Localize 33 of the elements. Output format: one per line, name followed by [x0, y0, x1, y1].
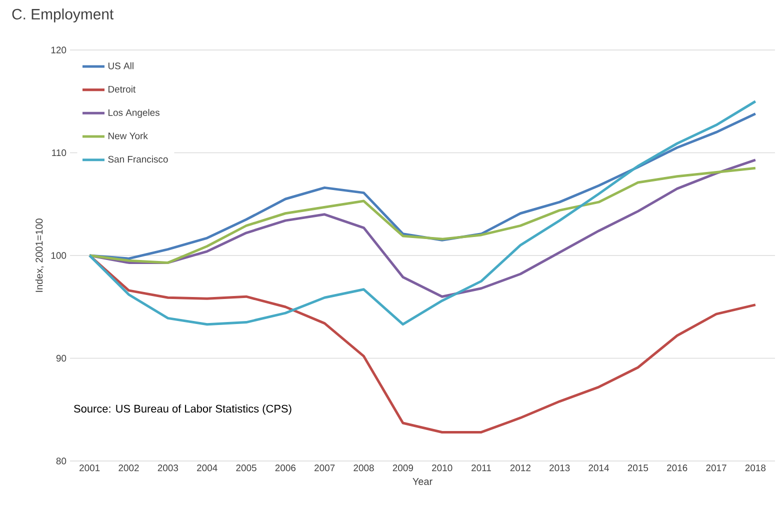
- x-tick-label: 2014: [588, 464, 609, 472]
- x-tick-label: 2008: [354, 464, 374, 472]
- x-axis-title: Year: [412, 478, 432, 486]
- x-tick-label: 2017: [706, 464, 726, 472]
- line-series: [88, 100, 757, 326]
- legend-label: Los Angeles: [108, 108, 160, 118]
- x-tick-label: 2010: [432, 464, 452, 472]
- y-tick-label: 90: [56, 354, 66, 362]
- legend-label: New York: [108, 132, 148, 140]
- x-tick-label: 2011: [472, 464, 491, 472]
- y-tick-label: 100: [51, 252, 66, 259]
- x-tick-label: 2001: [80, 464, 100, 472]
- x-tick-label: 2013: [550, 464, 570, 472]
- x-tick-label: 2018: [745, 464, 766, 472]
- legend-label: Detroit: [108, 86, 136, 93]
- legend-label: San Francisco: [108, 156, 168, 163]
- chart-title: C. Employment: [12, 8, 114, 22]
- x-tick-label: 2016: [667, 464, 688, 472]
- x-tick-label: 2012: [510, 464, 530, 472]
- y-tick-label: 120: [51, 46, 66, 54]
- x-tick-label: 2004: [197, 464, 218, 472]
- x-tick-label: 2002: [118, 464, 139, 472]
- x-tick-label: 2003: [158, 464, 178, 472]
- annotation: Source: US Bureau of Labor Statistics (CPS): [74, 404, 292, 415]
- y-axis-title: Index, 2001=100: [35, 218, 44, 292]
- x-tick-label: 2005: [236, 464, 256, 472]
- x-tick-label: 2015: [628, 464, 648, 472]
- y-tick-label: 110: [52, 149, 66, 156]
- x-tick-label: 2007: [314, 464, 335, 472]
- y-tick-label: 80: [56, 458, 66, 464]
- x-tick-label: 2009: [392, 464, 413, 472]
- legend-label: US All: [108, 62, 134, 70]
- x-tick-label: 2006: [275, 464, 296, 472]
